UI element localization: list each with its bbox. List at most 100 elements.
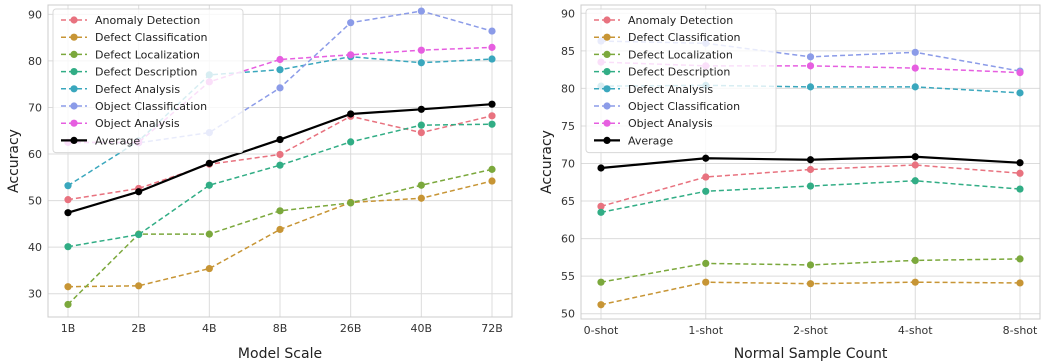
- data-point: [276, 150, 284, 159]
- y-tick-label: 55: [561, 270, 575, 283]
- data-point: [417, 59, 425, 67]
- data-point: [806, 280, 815, 288]
- y-tick-label: 70: [561, 158, 575, 171]
- data-point: [417, 194, 425, 202]
- data-point: [806, 53, 815, 61]
- data-point: [276, 84, 284, 92]
- data-point: [276, 135, 284, 144]
- legend: Anomaly Detection Defect Classification De…: [585, 8, 777, 154]
- legend: Anomaly Detection Defect Classification De…: [52, 8, 244, 154]
- series-2: [597, 278, 1024, 309]
- data-point: [911, 278, 919, 286]
- series-3: [597, 255, 1024, 286]
- legend-marker: [70, 136, 78, 144]
- legend-label: Defect Localization: [628, 48, 733, 61]
- legend-label: Defect Description: [628, 66, 730, 79]
- data-point: [276, 207, 284, 215]
- legend-label: Average: [95, 134, 140, 147]
- y-tick-label: 70: [28, 101, 42, 114]
- data-point: [347, 51, 355, 59]
- legend-label: Object Classification: [95, 100, 207, 113]
- data-point: [64, 196, 72, 204]
- data-point: [1016, 169, 1024, 177]
- legend-box: [585, 8, 777, 154]
- data-point: [597, 278, 605, 286]
- legend-label: Defect Analysis: [95, 83, 180, 96]
- y-axis-title: Accuracy: [539, 130, 555, 194]
- data-point: [347, 110, 355, 118]
- data-point: [488, 112, 496, 120]
- data-point: [347, 199, 355, 207]
- data-point: [1016, 279, 1024, 287]
- data-point: [911, 153, 919, 161]
- legend-marker: [70, 102, 78, 110]
- x-tick-label: 4B: [202, 322, 217, 335]
- legend-marker: [603, 136, 611, 144]
- legend-label: Average: [628, 134, 673, 147]
- data-point: [135, 188, 143, 196]
- data-point: [806, 83, 815, 91]
- x-tick-label: 1-shot: [688, 324, 723, 337]
- data-point: [64, 243, 72, 251]
- data-point: [417, 46, 425, 54]
- legend-marker: [603, 102, 611, 110]
- data-point: [1016, 159, 1024, 167]
- data-point: [417, 181, 425, 189]
- data-point: [702, 173, 710, 181]
- chart-1: 30 40 50 60 70 80 90 1B 2B 4B 8B 26B 40B 72B Model Sca…: [6, 4, 513, 362]
- x-tick-label: 4-shot: [898, 324, 933, 337]
- y-tick-label: 65: [561, 195, 575, 208]
- legend-label: Defect Localization: [95, 48, 200, 61]
- data-point: [417, 105, 425, 113]
- y-tick-label: 50: [28, 195, 42, 208]
- data-point: [702, 187, 710, 195]
- data-point: [488, 43, 496, 51]
- chart-2: 50 55 60 65 70 75 80 85 90 0-shot 1-shot 2-shot 4-sh…: [539, 4, 1041, 362]
- data-point: [1016, 69, 1024, 77]
- data-point: [806, 182, 815, 190]
- legend-marker: [70, 85, 78, 93]
- y-tick-label: 40: [28, 241, 42, 254]
- y-axis-title: Accuracy: [6, 129, 22, 193]
- data-point: [911, 177, 919, 185]
- series-8: [64, 100, 496, 217]
- data-point: [417, 121, 425, 129]
- series-4: [597, 177, 1024, 216]
- x-axis-title: Model Scale: [238, 346, 322, 362]
- data-point: [702, 154, 710, 162]
- data-point: [276, 66, 284, 74]
- y-tick-label: 85: [561, 45, 575, 58]
- legend-label: Anomaly Detection: [628, 14, 733, 27]
- x-tick-label: 8B: [273, 322, 288, 335]
- data-point: [597, 164, 605, 172]
- legend-marker: [70, 50, 78, 59]
- legend-marker: [603, 50, 611, 59]
- data-point: [64, 300, 72, 309]
- legend-marker: [603, 68, 611, 76]
- data-point: [276, 161, 284, 169]
- data-point: [64, 209, 72, 217]
- data-point: [806, 261, 815, 269]
- series-1: [597, 161, 1024, 210]
- data-point: [488, 55, 496, 63]
- data-point: [1016, 255, 1024, 263]
- x-tick-label: 2-shot: [793, 324, 828, 337]
- data-point: [347, 19, 355, 27]
- data-point: [597, 202, 605, 210]
- legend-label: Anomaly Detection: [95, 14, 200, 27]
- data-point: [806, 62, 815, 70]
- data-point: [702, 278, 710, 286]
- legend-label: Defect Description: [95, 66, 197, 79]
- y-tick-label: 90: [561, 7, 575, 20]
- y-tick-label: 80: [561, 82, 575, 95]
- y-tick-label: 90: [28, 8, 42, 21]
- data-point: [488, 120, 496, 128]
- legend-marker: [70, 119, 78, 127]
- data-point: [488, 165, 496, 173]
- legend-label: Defect Classification: [628, 31, 741, 44]
- x-tick-label: 26B: [340, 322, 362, 335]
- data-point: [205, 159, 213, 167]
- x-tick-label: 2B: [131, 322, 146, 335]
- y-tick-label: 80: [28, 55, 42, 68]
